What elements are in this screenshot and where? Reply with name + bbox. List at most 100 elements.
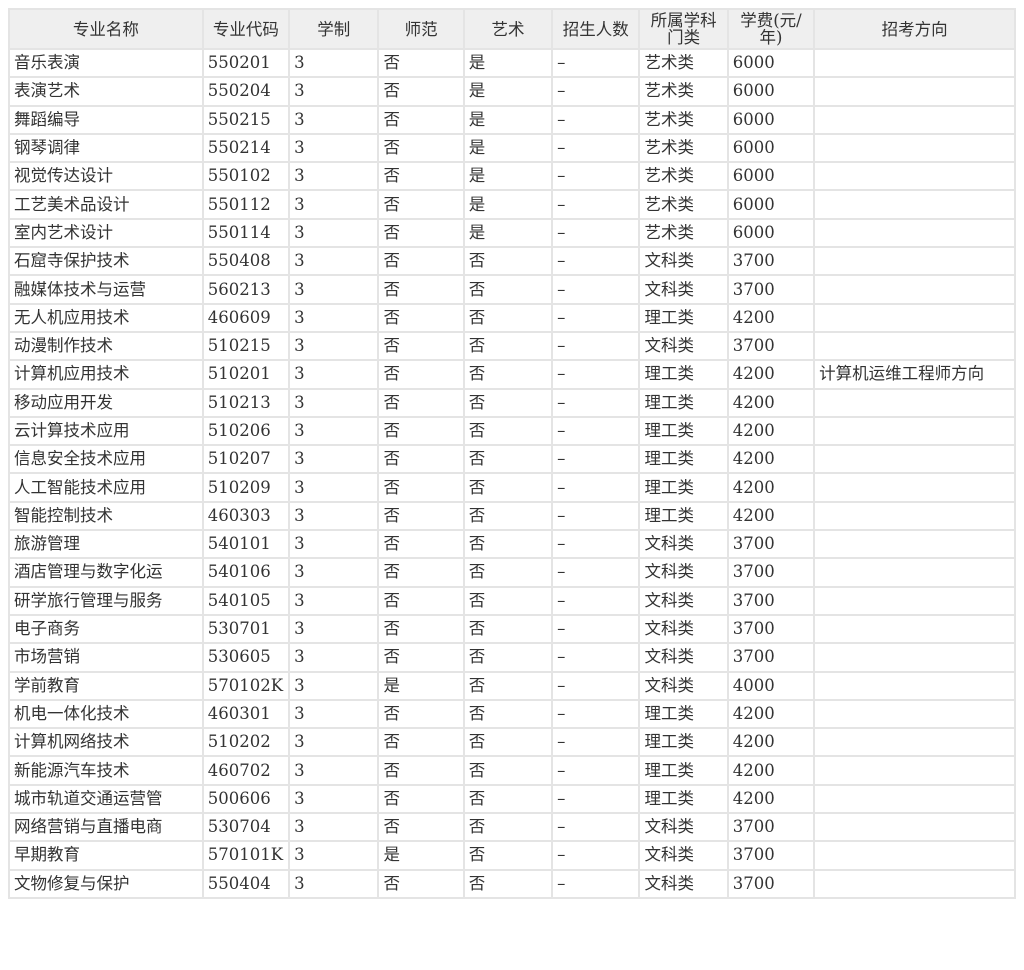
table-row: 早期教育 570101K 3 是否 – 文科类 3700 xyxy=(8,840,1016,871)
table-cell: 540105 xyxy=(201,585,291,616)
table-cell: 城市轨道交通运营管 xyxy=(8,783,204,815)
table-cell: 4200 xyxy=(726,500,816,532)
table-cell: 3 xyxy=(288,670,380,701)
table-cell: 460702 xyxy=(201,755,291,786)
table-cell: 3 xyxy=(288,755,380,786)
table-row: 融媒体技术与运营 560213 3 否否 – 文科类 3700 xyxy=(8,274,1016,305)
table-cell: 550215 xyxy=(201,104,291,135)
table-cell: 新能源汽车技术 xyxy=(8,755,204,786)
table-cell: 否 xyxy=(462,698,554,730)
table-cell: – xyxy=(551,727,641,758)
table-cell: 4200 xyxy=(726,359,816,390)
table-cell: 是 xyxy=(377,840,465,871)
header-cell: 招生人数 xyxy=(551,8,641,50)
table-row: 城市轨道交通运营管 500606 3 否否 – 理工类 4200 xyxy=(8,783,1016,815)
table-cell: 6000 xyxy=(726,189,816,220)
table-cell: 否 xyxy=(377,868,465,899)
header-cell: 所属学科门类 xyxy=(638,8,729,50)
table-row: 市场营销 530605 3 否否 – 文科类 3700 xyxy=(8,642,1016,673)
table-cell: 否 xyxy=(377,529,465,560)
empty-cell xyxy=(813,529,1016,560)
table-cell: 计算机运维工程师方向 xyxy=(813,359,1016,390)
table-row: 智能控制技术 460303 3 否否 – 理工类 4200 xyxy=(8,500,1016,532)
table-cell: – xyxy=(551,557,641,588)
table-cell: 工艺美术品设计 xyxy=(8,189,204,220)
table-cell: 否 xyxy=(462,500,554,532)
empty-cell xyxy=(813,444,1016,475)
table-cell: – xyxy=(551,302,641,333)
table-cell: 4200 xyxy=(726,415,816,447)
table-cell: 否 xyxy=(377,415,465,447)
table-cell: 否 xyxy=(377,330,465,362)
table-cell: 否 xyxy=(377,642,465,673)
table-cell: 否 xyxy=(377,613,465,645)
table-cell: 否 xyxy=(377,557,465,588)
table-cell: 3 xyxy=(288,840,380,871)
table-cell: 510202 xyxy=(201,727,291,758)
table-cell: 信息安全技术应用 xyxy=(8,444,204,475)
table-cell: 否 xyxy=(377,217,465,249)
table-cell: 3700 xyxy=(726,613,816,645)
empty-cell xyxy=(813,387,1016,418)
table-cell: 艺术类 xyxy=(638,47,729,79)
empty-cell xyxy=(813,557,1016,588)
table-cell: 550404 xyxy=(201,868,291,899)
table-row: 文物修复与保护 550404 3 否否 – 文科类 3700 xyxy=(8,868,1016,899)
table-cell: – xyxy=(551,670,641,701)
table-cell: 是 xyxy=(462,47,554,79)
empty-cell xyxy=(813,302,1016,333)
empty-cell xyxy=(813,755,1016,786)
table-cell: – xyxy=(551,642,641,673)
table-cell: 3700 xyxy=(726,868,816,899)
table-cell: 3 xyxy=(288,472,380,503)
table-cell: 是 xyxy=(462,76,554,107)
table-cell: 6000 xyxy=(726,47,816,79)
table-cell: 早期教育 xyxy=(8,840,204,871)
table-cell: 3 xyxy=(288,698,380,730)
table-cell: 文科类 xyxy=(638,840,729,871)
table-cell: 否 xyxy=(377,104,465,135)
table-cell: 市场营销 xyxy=(8,642,204,673)
table-cell: 人工智能技术应用 xyxy=(8,472,204,503)
table-cell: 4200 xyxy=(726,783,816,815)
table-cell: 3 xyxy=(288,189,380,220)
table-cell: 艺术类 xyxy=(638,76,729,107)
table-cell: 3 xyxy=(288,47,380,79)
table-cell: 550214 xyxy=(201,132,291,164)
empty-cell xyxy=(813,415,1016,447)
table-cell: 否 xyxy=(377,274,465,305)
table-row: 视觉传达设计 550102 3 否是 – 艺术类 6000 xyxy=(8,161,1016,192)
table-cell: 艺术类 xyxy=(638,161,729,192)
table-cell: 3 xyxy=(288,585,380,616)
table-cell: 是 xyxy=(462,217,554,249)
table-cell: 530605 xyxy=(201,642,291,673)
header-cell: 学制 xyxy=(288,8,380,50)
table-cell: 3 xyxy=(288,387,380,418)
table-cell: 否 xyxy=(377,755,465,786)
empty-cell xyxy=(813,47,1016,79)
table-cell: – xyxy=(551,783,641,815)
empty-cell xyxy=(813,613,1016,645)
table-cell: – xyxy=(551,161,641,192)
table-cell: 否 xyxy=(462,670,554,701)
table-row: 钢琴调律 550214 3 否是 – 艺术类 6000 xyxy=(8,132,1016,164)
table-cell: 否 xyxy=(462,302,554,333)
table-row: 信息安全技术应用 510207 3 否否 – 理工类 4200 xyxy=(8,444,1016,475)
table-cell: 550102 xyxy=(201,161,291,192)
table-cell: 室内艺术设计 xyxy=(8,217,204,249)
empty-cell xyxy=(813,189,1016,220)
table-cell: 否 xyxy=(377,302,465,333)
empty-cell xyxy=(813,161,1016,192)
table-cell: 理工类 xyxy=(638,727,729,758)
table-cell: 否 xyxy=(462,359,554,390)
empty-cell xyxy=(813,585,1016,616)
table-cell: 是 xyxy=(462,189,554,220)
table-cell: 3 xyxy=(288,642,380,673)
empty-cell xyxy=(813,217,1016,249)
table-cell: 机电一体化技术 xyxy=(8,698,204,730)
table-cell: 3700 xyxy=(726,642,816,673)
table-cell: 3700 xyxy=(726,812,816,843)
empty-cell xyxy=(813,783,1016,815)
table-cell: – xyxy=(551,444,641,475)
